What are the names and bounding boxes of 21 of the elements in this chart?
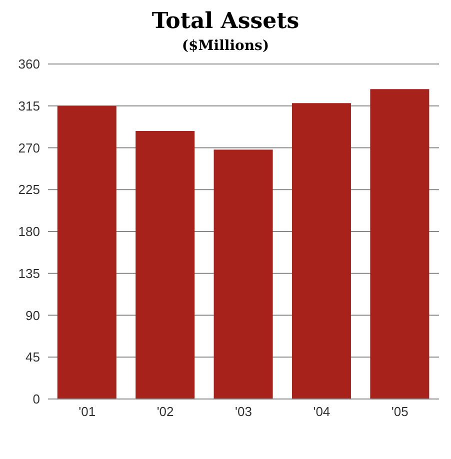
- bar: [136, 131, 195, 399]
- x-tick-label: '05: [391, 404, 408, 420]
- bar: [370, 89, 430, 399]
- x-tick-label: '01: [78, 404, 96, 420]
- y-tick-label: 135: [18, 266, 40, 281]
- y-tick-label: 270: [18, 140, 40, 156]
- y-tick-label: 0: [32, 392, 40, 407]
- y-tick-label: 315: [18, 98, 40, 114]
- chart-subtitle: ($Millions): [180, 38, 270, 54]
- x-tick-label: '02: [156, 404, 174, 420]
- y-tick-label: 45: [26, 350, 40, 365]
- bar: [57, 106, 116, 399]
- bar: [214, 150, 273, 399]
- y-tick-label: 225: [18, 182, 40, 198]
- y-tick-label: 90: [26, 308, 40, 323]
- x-tick-label: '04: [313, 404, 330, 420]
- y-tick-label: 360: [18, 56, 40, 72]
- chart-title: Total Assets: [150, 8, 300, 34]
- bar: [292, 103, 351, 399]
- y-tick-label: 180: [18, 224, 40, 240]
- x-tick-label: '03: [235, 404, 252, 420]
